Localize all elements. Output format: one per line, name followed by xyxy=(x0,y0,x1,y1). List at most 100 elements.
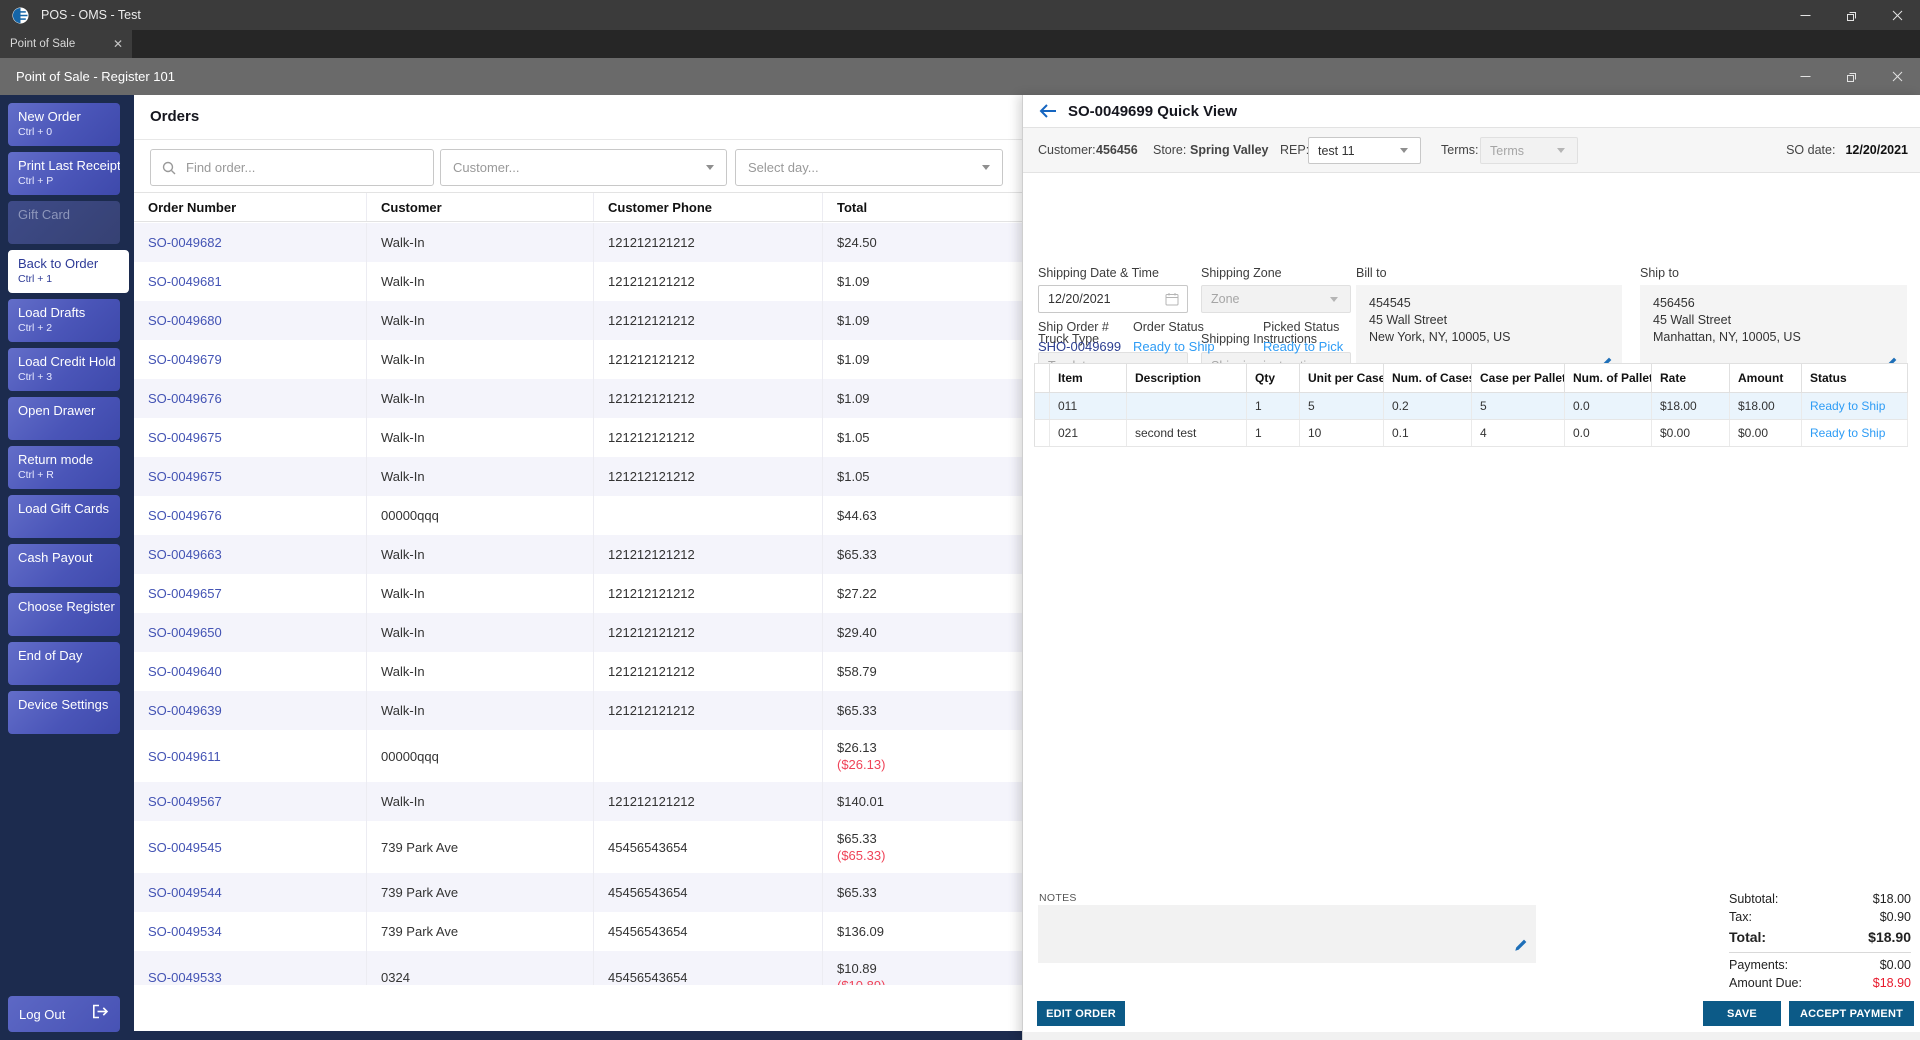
order-number-link[interactable]: SO-0049676 xyxy=(148,508,222,523)
order-table-row[interactable]: SO-0049534 739 Park Ave 45456543654 $136… xyxy=(134,912,1022,951)
order-number-link[interactable]: SO-0049545 xyxy=(148,839,222,855)
edit-notes-icon[interactable] xyxy=(1514,939,1527,957)
order-number-link[interactable]: SO-0049567 xyxy=(148,794,222,809)
order-table-row[interactable]: SO-0049545 739 Park Ave 45456543654 $65.… xyxy=(134,821,1022,873)
back-arrow-icon[interactable] xyxy=(1039,104,1057,118)
find-order-input[interactable] xyxy=(184,159,433,176)
items-tbody: 011 1 5 0.2 5 0.0 $18.00 $18.00 Ready to… xyxy=(1034,392,1908,447)
order-number-link[interactable]: SO-0049533 xyxy=(148,969,222,985)
notes-box[interactable] xyxy=(1038,905,1536,963)
order-table-row[interactable]: SO-0049679 Walk-In 121212121212 $1.09 xyxy=(134,340,1022,379)
calendar-icon xyxy=(1165,293,1179,306)
order-number-link[interactable]: SO-0049534 xyxy=(148,924,222,939)
item-row[interactable]: 011 1 5 0.2 5 0.0 $18.00 $18.00 Ready to… xyxy=(1034,392,1908,420)
sidebar-button-return-mode[interactable]: Return mode Ctrl + R xyxy=(8,446,120,489)
order-table-row[interactable]: SO-0049640 Walk-In 121212121212 $58.79 xyxy=(134,652,1022,691)
order-total-value: $58.79 xyxy=(837,664,877,679)
order-table-row[interactable]: SO-0049567 Walk-In 121212121212 $140.01 xyxy=(134,782,1022,821)
order-customer-cell: Walk-In xyxy=(367,301,594,340)
ship-order-number-link[interactable]: SHO-0049699 xyxy=(1038,339,1122,354)
order-total-value: $1.09 xyxy=(837,274,870,289)
minimize-button[interactable] xyxy=(1782,0,1828,30)
edit-order-button[interactable]: EDIT ORDER xyxy=(1037,1001,1125,1026)
order-number-link[interactable]: SO-0049657 xyxy=(148,586,222,601)
picked-status-value[interactable]: Ready to Pick xyxy=(1263,339,1344,354)
order-status-value[interactable]: Ready to Ship xyxy=(1133,339,1215,354)
sidebar-button-gift-card[interactable]: Gift Card xyxy=(8,201,120,244)
item-status-link[interactable]: Ready to Ship xyxy=(1801,419,1908,447)
items-header-row: Item Description Qty Unit per Case Num. … xyxy=(1034,363,1908,393)
order-table-row[interactable]: SO-0049675 Walk-In 121212121212 $1.05 xyxy=(134,418,1022,457)
sidebar-button-back-to-order[interactable]: Back to Order Ctrl + 1 xyxy=(8,250,129,293)
order-total-cell: $44.63 xyxy=(823,496,1022,535)
shipping-zone-dropdown[interactable]: Zone xyxy=(1201,285,1351,313)
sidebar-button-open-drawer[interactable]: Open Drawer xyxy=(8,397,120,440)
sidebar-button-print-last-receipt[interactable]: Print Last Receipt Ctrl + P xyxy=(8,152,120,195)
quick-view-bottom-scrollbar[interactable] xyxy=(1023,1032,1920,1040)
register-restore-button[interactable] xyxy=(1828,58,1874,95)
order-number-link[interactable]: SO-0049681 xyxy=(148,274,222,289)
sidebar-button-new-order[interactable]: New Order Ctrl + 0 xyxy=(8,103,120,146)
sidebar-button-device-settings[interactable]: Device Settings xyxy=(8,691,120,734)
order-table-row[interactable]: SO-0049639 Walk-In 121212121212 $65.33 xyxy=(134,691,1022,730)
order-number-link[interactable]: SO-0049663 xyxy=(148,547,222,562)
tab-point-of-sale[interactable]: Point of Sale ✕ xyxy=(0,30,132,58)
order-number-link[interactable]: SO-0049640 xyxy=(148,664,222,679)
sidebar-button-end-of-day[interactable]: End of Day xyxy=(8,642,120,685)
order-table-row[interactable]: SO-0049657 Walk-In 121212121212 $27.22 xyxy=(134,574,1022,613)
register-close-button[interactable] xyxy=(1874,58,1920,95)
sidebar-button-load-gift-cards[interactable]: Load Gift Cards xyxy=(8,495,120,538)
order-table-row[interactable]: SO-0049533 0324 45456543654 $10.89 ($10.… xyxy=(134,951,1022,985)
shipping-date-input[interactable]: 12/20/2021 xyxy=(1038,285,1188,313)
order-customer-cell: Walk-In xyxy=(367,574,594,613)
order-number-link[interactable]: SO-0049679 xyxy=(148,352,222,367)
order-number-link[interactable]: SO-0049544 xyxy=(148,885,222,900)
terms-dropdown[interactable]: Terms xyxy=(1480,137,1578,164)
accept-payment-button[interactable]: ACCEPT PAYMENT xyxy=(1789,1001,1914,1026)
order-table-row[interactable]: SO-0049676 Walk-In 121212121212 $1.09 xyxy=(134,379,1022,418)
item-qty-cell: 1 xyxy=(1246,392,1300,420)
sidebar-button-shortcut: Ctrl + 2 xyxy=(18,322,53,334)
logout-button[interactable]: Log Out xyxy=(8,996,120,1032)
orders-table-header: Order Number Customer Customer Phone Tot… xyxy=(134,192,1022,222)
order-table-row[interactable]: SO-0049544 739 Park Ave 45456543654 $65.… xyxy=(134,873,1022,912)
logout-label: Log Out xyxy=(19,1006,66,1022)
save-button[interactable]: SAVE xyxy=(1703,1001,1781,1026)
register-minimize-button[interactable] xyxy=(1782,58,1828,95)
close-button[interactable] xyxy=(1874,0,1920,30)
day-filter-dropdown[interactable]: Select day... xyxy=(735,149,1003,186)
order-table-row[interactable]: SO-0049680 Walk-In 121212121212 $1.09 xyxy=(134,301,1022,340)
order-table-row[interactable]: SO-0049675 Walk-In 121212121212 $1.05 xyxy=(134,457,1022,496)
order-table-row[interactable]: SO-0049611 00000qqq $26.13 ($26.13) xyxy=(134,730,1022,782)
restore-button[interactable] xyxy=(1828,0,1874,30)
find-order-search[interactable] xyxy=(150,149,434,186)
sidebar-button-choose-register[interactable]: Choose Register xyxy=(8,593,120,636)
order-number-link[interactable]: SO-0049675 xyxy=(148,430,222,445)
col-amount: Amount xyxy=(1729,363,1802,393)
order-number-link[interactable]: SO-0049680 xyxy=(148,313,222,328)
order-table-row[interactable]: SO-0049663 Walk-In 121212121212 $65.33 xyxy=(134,535,1022,574)
tab-bar: Point of Sale ✕ xyxy=(0,30,1920,58)
order-number-link[interactable]: SO-0049675 xyxy=(148,469,222,484)
bill-to-line2: 45 Wall Street xyxy=(1369,313,1448,327)
rep-dropdown[interactable]: test 11 xyxy=(1308,137,1421,164)
order-number-link[interactable]: SO-0049639 xyxy=(148,703,222,718)
customer-filter-dropdown[interactable]: Customer... xyxy=(440,149,727,186)
order-table-row[interactable]: SO-0049681 Walk-In 121212121212 $1.09 xyxy=(134,262,1022,301)
order-table-row[interactable]: SO-0049682 Walk-In 121212121212 $24.50 xyxy=(134,223,1022,262)
tab-close-icon[interactable]: ✕ xyxy=(112,37,123,51)
order-number-link[interactable]: SO-0049611 xyxy=(148,748,221,764)
sidebar-button-load-drafts[interactable]: Load Drafts Ctrl + 2 xyxy=(8,299,120,342)
order-number-link[interactable]: SO-0049682 xyxy=(148,235,222,250)
order-total-cell: $10.89 ($10.89) xyxy=(823,951,1022,985)
sidebar-button-cash-payout[interactable]: Cash Payout xyxy=(8,544,120,587)
item-row[interactable]: 021 second test 1 10 0.1 4 0.0 $0.00 $0.… xyxy=(1034,419,1908,447)
order-table-row[interactable]: SO-0049650 Walk-In 121212121212 $29.40 xyxy=(134,613,1022,652)
order-number-link[interactable]: SO-0049650 xyxy=(148,625,222,640)
item-status-link[interactable]: Ready to Ship xyxy=(1801,392,1908,420)
order-refund-value: ($10.89) xyxy=(837,978,1022,985)
sidebar-button-label: Gift Card xyxy=(18,207,71,222)
order-number-link[interactable]: SO-0049676 xyxy=(148,391,222,406)
order-table-row[interactable]: SO-0049676 00000qqq $44.63 xyxy=(134,496,1022,535)
sidebar-button-load-credit-hold[interactable]: Load Credit Hold Ctrl + 3 xyxy=(8,348,120,391)
